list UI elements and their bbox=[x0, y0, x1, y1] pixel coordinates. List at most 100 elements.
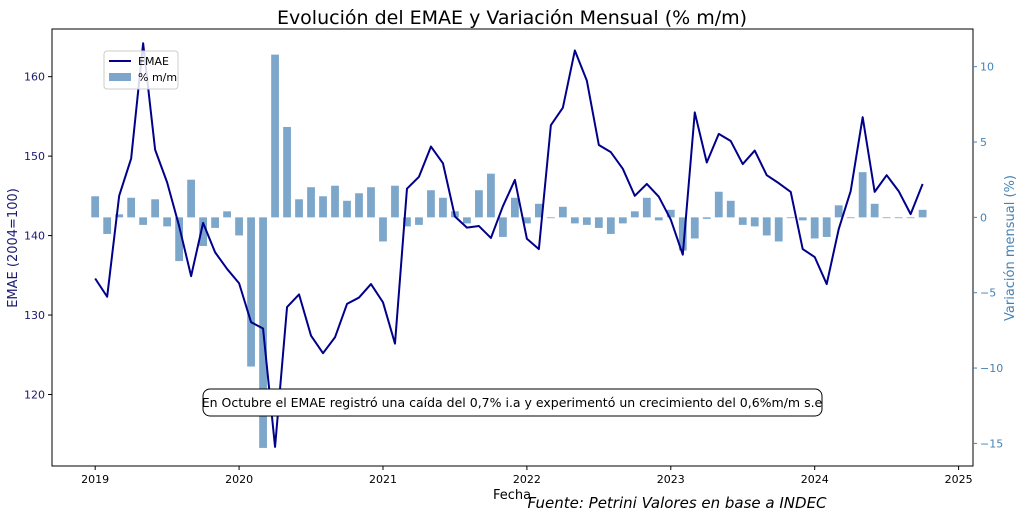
x-tick-label: 2021 bbox=[369, 473, 397, 486]
bar-mm bbox=[582, 217, 591, 225]
bar-mm bbox=[846, 217, 855, 219]
bar-mm bbox=[283, 126, 291, 218]
x-axis-label: Fecha bbox=[493, 488, 531, 503]
y-right-tick-label: 10 bbox=[980, 61, 994, 74]
chart-title: Evolución del EMAE y Variación Mensual (… bbox=[277, 7, 747, 29]
bar-mm bbox=[834, 205, 843, 218]
annotation-box bbox=[202, 388, 823, 417]
x-tick-label: 2019 bbox=[81, 473, 109, 486]
bar-mm bbox=[199, 217, 207, 246]
bar-mm bbox=[487, 173, 495, 218]
bar-mm bbox=[678, 217, 687, 251]
emae-line bbox=[94, 42, 924, 448]
bar-mm bbox=[247, 217, 255, 367]
bar-mm bbox=[630, 211, 639, 218]
bar-mm bbox=[115, 214, 124, 218]
y-left-tick-label: 150 bbox=[24, 150, 45, 163]
bar-mm bbox=[726, 200, 735, 218]
bar-mm bbox=[127, 197, 136, 218]
source-note: Fuente: Petrini Valores en base a INDEC bbox=[527, 494, 827, 512]
bar-mm bbox=[91, 196, 100, 218]
bar-mm bbox=[714, 191, 723, 218]
bar-mm bbox=[403, 217, 411, 227]
bar-mm bbox=[163, 217, 172, 227]
bar-mm bbox=[750, 217, 759, 227]
x-tick-label: 2022 bbox=[513, 473, 541, 486]
legend-entry-emae: EMAE bbox=[138, 55, 169, 68]
bar-mm bbox=[918, 209, 927, 218]
annotation: En Octubre el EMAE registró una caída de… bbox=[202, 388, 823, 417]
bar-mm bbox=[211, 217, 219, 228]
x-tick-label: 2020 bbox=[225, 473, 253, 486]
bar-mm bbox=[415, 217, 423, 225]
y-right-tick-label: −10 bbox=[980, 362, 1003, 375]
right-axis: −15 −10 −5 0 5 10 bbox=[973, 61, 1003, 450]
bar-mm bbox=[343, 200, 351, 218]
bar-mm bbox=[307, 187, 315, 218]
bar-mm bbox=[235, 217, 243, 236]
legend-swatch-bar bbox=[109, 73, 131, 81]
bar-mm bbox=[331, 185, 339, 218]
bar-mm bbox=[702, 217, 711, 219]
y-right-tick-label: −15 bbox=[980, 437, 1003, 450]
x-tick-label: 2025 bbox=[945, 473, 973, 486]
bar-mm bbox=[570, 217, 579, 224]
bar-mm bbox=[319, 196, 327, 218]
bar-mm bbox=[786, 217, 795, 219]
bar-mm bbox=[618, 217, 627, 224]
line-series bbox=[94, 42, 924, 448]
bar-mm bbox=[522, 217, 531, 224]
bar-mm bbox=[223, 211, 231, 218]
bar-mm bbox=[546, 217, 555, 219]
bar-mm bbox=[774, 217, 783, 242]
bar-mm bbox=[906, 217, 915, 219]
bar-mm bbox=[295, 199, 303, 218]
legend: EMAE % m/m bbox=[103, 50, 179, 90]
bar-mm bbox=[271, 54, 279, 218]
legend-entry-mm: % m/m bbox=[138, 71, 177, 84]
bar-mm bbox=[642, 197, 651, 218]
bar-mm bbox=[762, 217, 771, 236]
bar-mm bbox=[367, 187, 375, 218]
bar-mm bbox=[738, 217, 747, 225]
bar-mm bbox=[439, 197, 447, 218]
bar-mm bbox=[558, 206, 567, 218]
y-left-tick-label: 120 bbox=[24, 388, 45, 401]
bar-mm bbox=[175, 217, 184, 262]
bar-series bbox=[91, 54, 927, 448]
x-tick-label: 2023 bbox=[657, 473, 685, 486]
plot-frame bbox=[51, 28, 974, 467]
bar-mm bbox=[798, 217, 807, 221]
bar-mm bbox=[822, 217, 831, 237]
bar-mm bbox=[858, 172, 867, 218]
y-right-tick-label: 5 bbox=[980, 136, 987, 149]
y-right-tick-label: 0 bbox=[980, 211, 987, 224]
bar-mm bbox=[654, 217, 663, 221]
y-axis-left-label: EMAE (2004=100) bbox=[6, 188, 21, 308]
y-axis-right-label: Variación mensual (%) bbox=[1003, 175, 1018, 321]
bar-mm bbox=[690, 217, 699, 239]
y-right-tick-label: −5 bbox=[980, 287, 996, 300]
bar-mm bbox=[534, 203, 543, 218]
bar-mm bbox=[427, 190, 435, 218]
y-left-tick-label: 130 bbox=[24, 309, 45, 322]
x-tick-label: 2024 bbox=[801, 473, 829, 486]
bar-mm bbox=[103, 217, 112, 234]
bar-mm bbox=[666, 209, 675, 218]
annotation-text: En Octubre el EMAE registró una caída de… bbox=[202, 395, 823, 410]
bar-mm bbox=[463, 217, 471, 224]
bar-mm bbox=[379, 217, 387, 242]
bar-mm bbox=[882, 217, 891, 219]
bar-mm bbox=[391, 185, 399, 218]
bar-mm bbox=[475, 190, 483, 218]
bar-mm bbox=[151, 199, 160, 218]
bar-mm bbox=[594, 217, 603, 228]
bar-mm bbox=[139, 217, 148, 225]
bar-mm bbox=[870, 203, 879, 218]
bar-mm bbox=[606, 217, 615, 234]
left-axis: 120 130 140 150 160 bbox=[24, 71, 52, 401]
y-left-tick-label: 160 bbox=[24, 71, 45, 84]
bar-mm bbox=[187, 179, 195, 218]
x-axis: 2019 2020 2021 2022 2023 2024 2025 bbox=[81, 466, 973, 486]
